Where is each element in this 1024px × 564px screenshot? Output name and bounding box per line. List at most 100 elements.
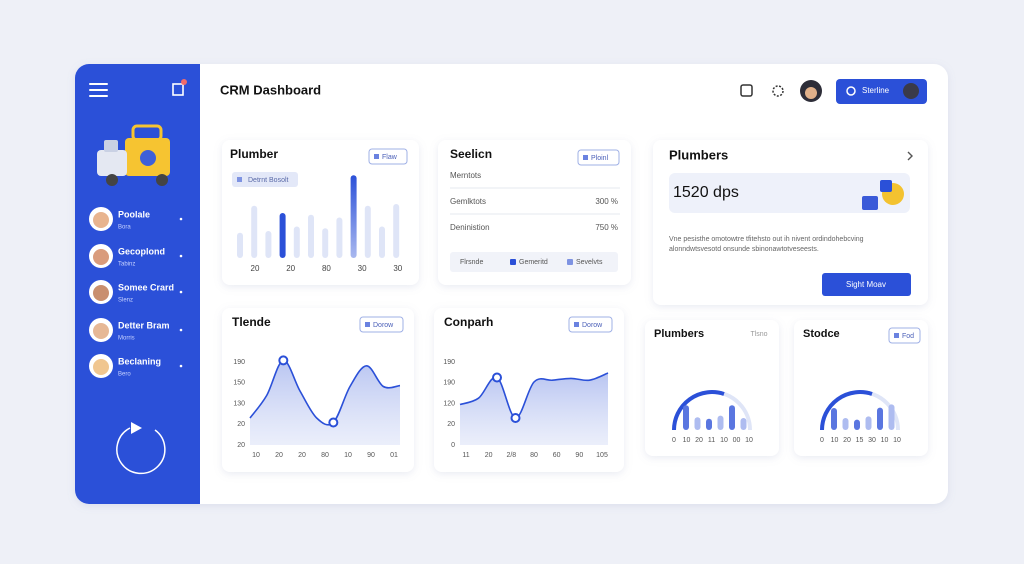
card-title: Seelicn: [450, 147, 492, 161]
row-label: Gemlktots: [450, 197, 486, 206]
bar: [393, 204, 400, 258]
bar: [717, 415, 724, 430]
chip-icon: [237, 177, 242, 182]
contact-dot: [179, 328, 183, 332]
x-label: 105: [596, 452, 608, 459]
button-icon: [365, 322, 370, 327]
x-label: 2/8: [506, 452, 516, 459]
description: Vne pesisthe omotowtre tfitehsto out ih …: [669, 236, 864, 243]
bar: [379, 226, 385, 258]
contact-face: [93, 249, 109, 265]
x-label: 10: [881, 437, 889, 444]
contact-name: Poolale: [118, 209, 150, 219]
x-label: 0: [672, 437, 676, 444]
x-label: 00: [733, 437, 741, 444]
legend-swatch: [567, 259, 573, 265]
bar: [336, 217, 343, 258]
contact-dot: [179, 290, 183, 294]
point-marker: [278, 355, 289, 366]
gauge-fill: [820, 390, 873, 431]
x-label: 01: [390, 452, 398, 459]
card-button[interactable]: [888, 327, 921, 344]
contact-name: Detter Bram: [118, 320, 170, 330]
y-label: 20: [237, 421, 245, 428]
primary-button[interactable]: [822, 273, 911, 296]
notification-icon[interactable]: [172, 83, 184, 96]
line: [249, 359, 401, 426]
profile-face: [805, 87, 817, 99]
x-label: 30: [868, 437, 876, 444]
card-button-label: Flaw: [382, 154, 398, 161]
y-label: 0: [451, 442, 455, 449]
row-label: Deninistion: [450, 223, 490, 232]
x-label: 20: [251, 264, 260, 273]
point-marker: [492, 372, 502, 383]
bar: [308, 214, 314, 258]
card-button-label: Dorow: [373, 322, 394, 329]
icon-settings[interactable]: [772, 85, 784, 97]
refresh-arrow: [131, 422, 142, 434]
bar: [888, 404, 895, 430]
area: [460, 373, 608, 445]
card-title: Plumbers: [669, 147, 728, 162]
x-label: 10: [344, 452, 352, 459]
x-label: 10: [831, 437, 839, 444]
card-title: Stodce: [803, 328, 840, 340]
menu-icon[interactable]: [89, 83, 108, 97]
contact-face: [93, 323, 109, 339]
bar: [865, 416, 872, 430]
card-button[interactable]: [368, 148, 408, 165]
bar: [364, 205, 371, 258]
search-icon: [846, 86, 856, 96]
contact-face: [93, 359, 109, 375]
x-label: 30: [358, 264, 367, 273]
card-button[interactable]: [568, 316, 613, 333]
x-label: 60: [553, 452, 561, 459]
button-icon: [894, 333, 899, 338]
bar: [237, 232, 243, 258]
card-title: Plumber: [230, 147, 278, 161]
search-button[interactable]: [836, 79, 927, 104]
legend-label: Sevelvts: [576, 259, 603, 266]
line: [459, 372, 609, 419]
y-label: 190: [443, 380, 455, 387]
button-icon: [374, 154, 379, 159]
contact-face: [93, 212, 109, 228]
illustration-crate: [880, 180, 892, 192]
point-marker: [510, 413, 521, 423]
x-label: 10: [745, 437, 753, 444]
x-label: 10: [893, 437, 901, 444]
x-label: 20: [485, 452, 493, 459]
gauge-fill: [672, 390, 725, 431]
chevron[interactable]: [907, 151, 913, 161]
contact-dot: [179, 217, 183, 221]
bar: [293, 226, 300, 258]
refresh-icon[interactable]: [116, 427, 166, 475]
notification-dot: [181, 79, 187, 85]
x-label: 11: [708, 437, 715, 444]
bar: [265, 231, 272, 258]
chip-label: Detrnt Bosolt: [248, 177, 289, 184]
bar: [322, 228, 329, 258]
card-button[interactable]: [577, 149, 620, 166]
x-label: 20: [298, 452, 306, 459]
y-label: 20: [237, 442, 245, 449]
x-label: 11: [462, 452, 469, 459]
contact-dot: [179, 254, 183, 258]
bar: [854, 419, 860, 430]
bar: [740, 418, 747, 430]
page-title: CRM Dashboard: [220, 82, 321, 97]
bar: [279, 213, 286, 258]
x-label: 15: [856, 437, 864, 444]
x-label: 80: [322, 264, 331, 273]
x-label: 10: [683, 437, 691, 444]
card-button[interactable]: [359, 316, 404, 333]
x-label: 80: [530, 452, 538, 459]
legend-box: [450, 252, 618, 272]
area: [250, 360, 400, 445]
icon-window[interactable]: [740, 84, 753, 97]
contact-dot: [179, 364, 183, 368]
bar: [251, 205, 258, 258]
plumbers-mini-card: [645, 320, 779, 456]
